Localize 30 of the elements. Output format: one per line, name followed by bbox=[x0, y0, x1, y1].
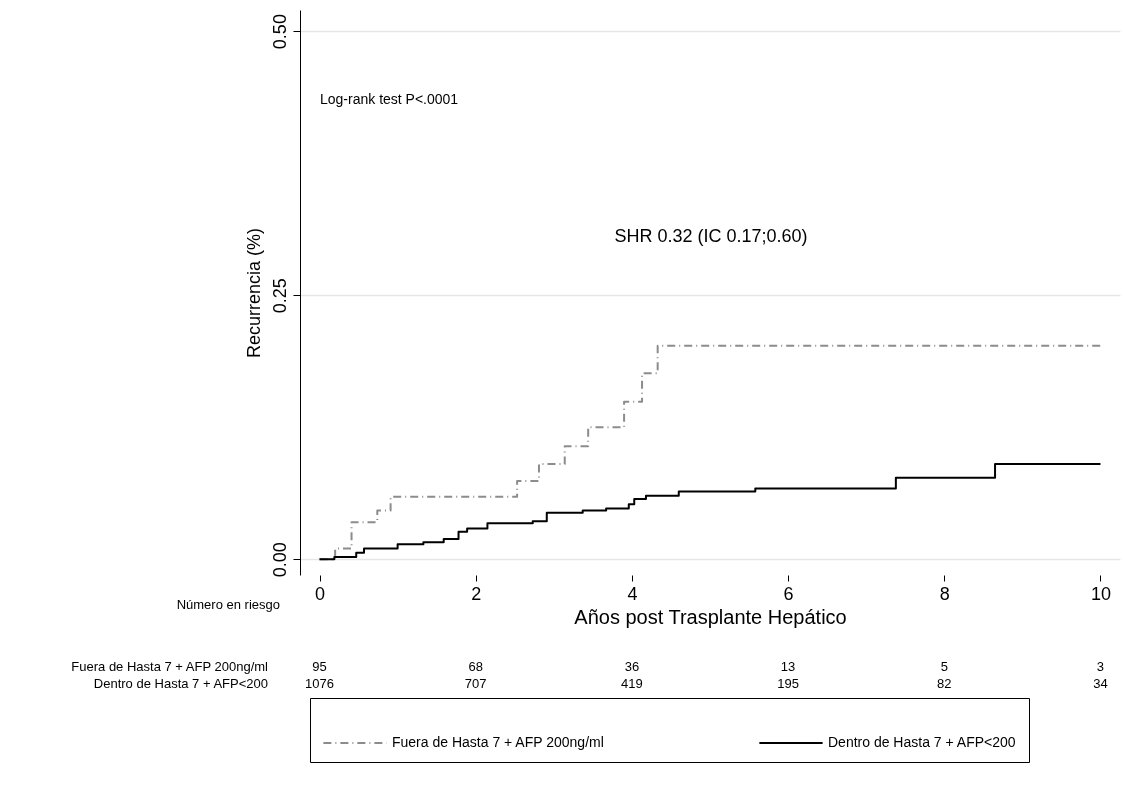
x-tick-label: 10 bbox=[1090, 583, 1111, 604]
text: 195 bbox=[777, 676, 799, 691]
y-tick-label: 0.50 bbox=[269, 14, 290, 50]
text: 82 bbox=[937, 676, 952, 691]
y-axis-title: Recurrencia (%) bbox=[243, 227, 264, 359]
legend-label: Dentro de Hasta 7 + AFP<200 bbox=[828, 734, 1016, 750]
text: 419 bbox=[621, 676, 643, 691]
x-tick-label: 4 bbox=[627, 583, 638, 604]
text: Dentro de Hasta 7 + AFP<200 bbox=[93, 676, 268, 691]
x-axis-title: Años post Trasplante Hepático bbox=[574, 605, 847, 628]
text: 13 bbox=[780, 659, 796, 674]
text: 68 bbox=[468, 659, 483, 674]
text: 34 bbox=[1093, 676, 1108, 691]
text: 3 bbox=[1096, 659, 1105, 674]
text: 707 bbox=[464, 676, 487, 691]
text: 1076 bbox=[305, 676, 334, 691]
annotation: SHR 0.32 (IC 0.17;0.60) bbox=[614, 226, 808, 246]
x-tick-label: 6 bbox=[783, 583, 794, 604]
text: 5 bbox=[940, 659, 948, 674]
y-tick-label: 0.25 bbox=[269, 278, 290, 314]
y-tick-label: 0.00 bbox=[269, 542, 290, 578]
annotation: Log-rank test P<.0001 bbox=[320, 91, 459, 107]
x-tick-label: 8 bbox=[939, 583, 950, 604]
text: 95 bbox=[312, 659, 327, 674]
text: Fuera de Hasta 7 + AFP 200ng/ml bbox=[71, 659, 269, 674]
text: 36 bbox=[624, 659, 640, 674]
text: Número en riesgo bbox=[176, 597, 280, 612]
legend-label: Fuera de Hasta 7 + AFP 200ng/ml bbox=[392, 734, 604, 750]
x-tick-label: 0 bbox=[315, 583, 326, 604]
x-tick-label: 2 bbox=[471, 583, 482, 604]
